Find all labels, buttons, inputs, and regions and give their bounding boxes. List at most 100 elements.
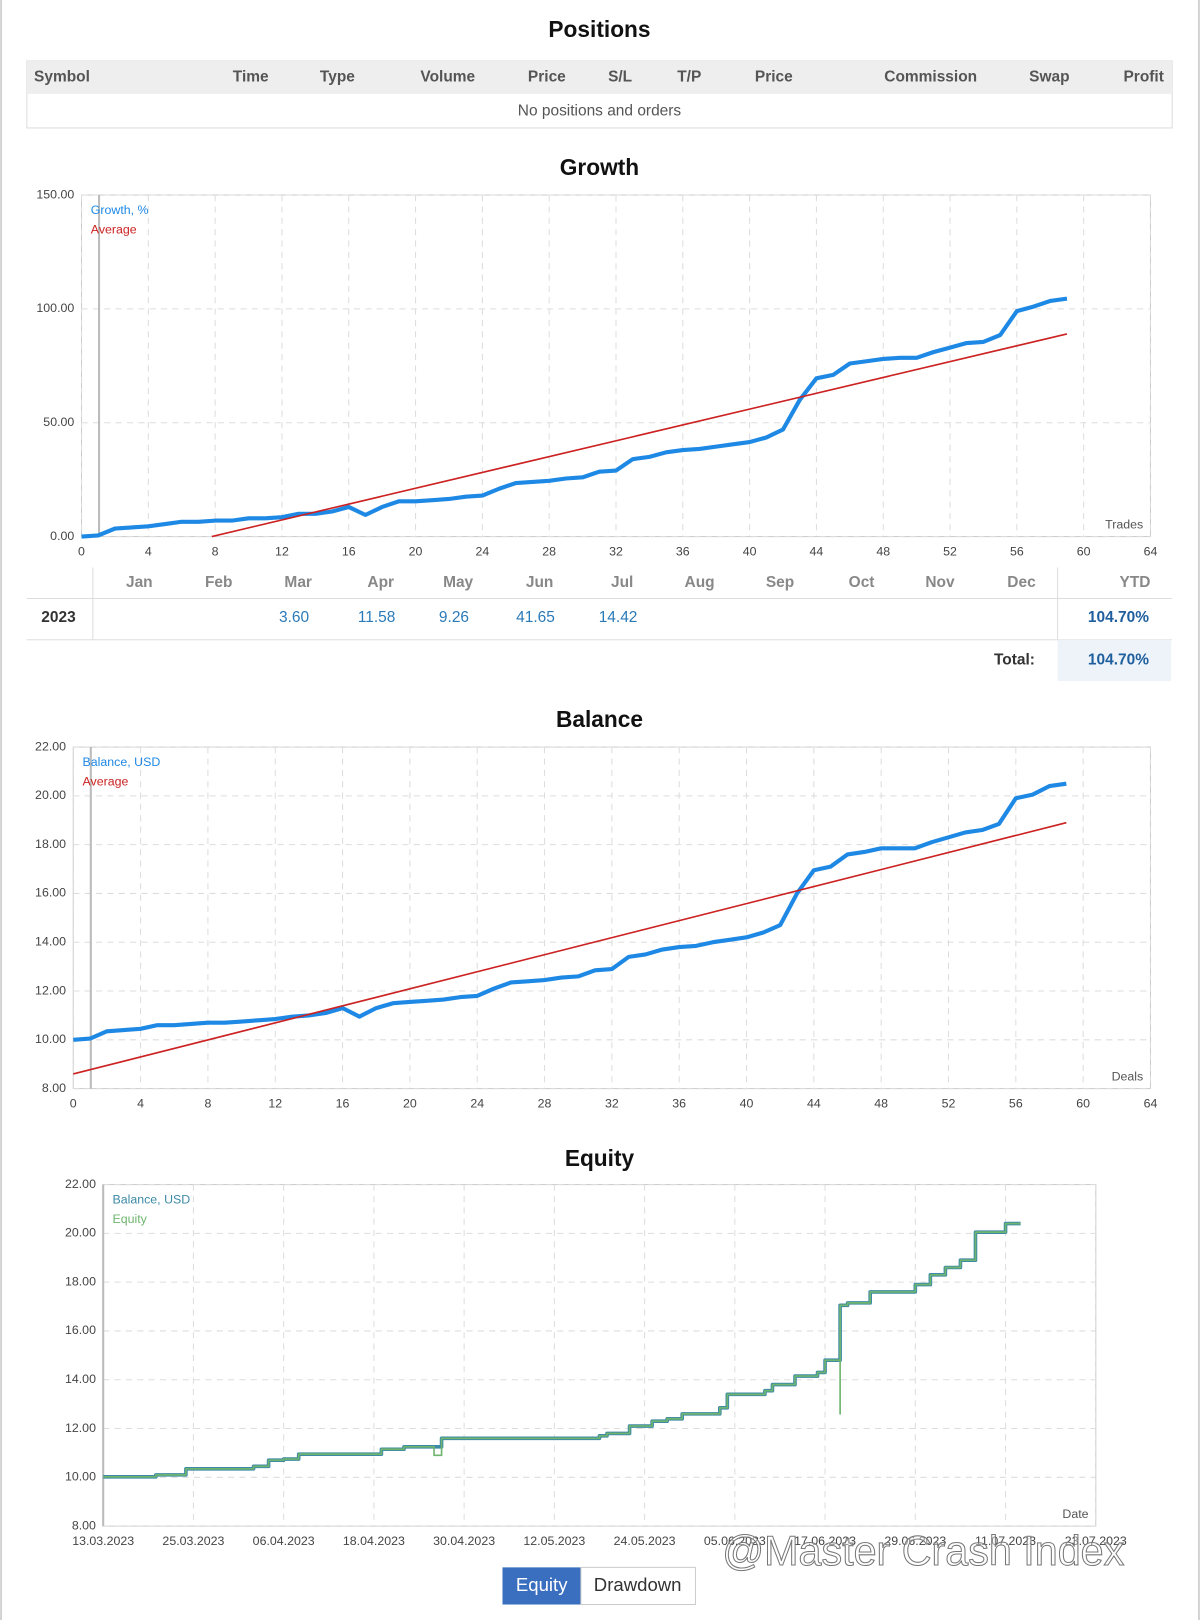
column-header: T/P <box>677 68 701 85</box>
column-header: Swap <box>1029 68 1069 85</box>
x-tick-label: 05.06.2023 <box>704 1534 766 1548</box>
x-tick-label: 64 <box>1144 1096 1158 1110</box>
y-tick-label: 0.00 <box>50 529 74 543</box>
x-tick-label: 17.06.2023 <box>794 1534 856 1548</box>
month-header: Sep <box>766 574 794 591</box>
month-header: Feb <box>205 574 233 591</box>
tab-label[interactable]: Drawdown <box>594 1574 682 1595</box>
x-tick-label: 32 <box>609 544 623 558</box>
total-value: 104.70% <box>1088 651 1149 668</box>
column-header: Commission <box>884 68 977 85</box>
legend-entry: Average <box>91 222 137 236</box>
month-growth: 9.26 <box>439 609 469 626</box>
column-header: Symbol <box>34 68 90 85</box>
x-tick-label: 0 <box>78 544 85 558</box>
x-tick-label: 12 <box>275 544 289 558</box>
x-tick-label: 44 <box>807 1096 821 1110</box>
x-tick-label: 29.06.2023 <box>884 1534 946 1548</box>
y-tick-label: 50.00 <box>43 415 74 429</box>
x-tick-label: 16 <box>342 544 356 558</box>
x-axis-label: Deals <box>1112 1070 1144 1084</box>
month-header: Aug <box>685 574 715 591</box>
month-growth: 3.60 <box>279 609 309 626</box>
legend-entry: Average <box>83 774 129 788</box>
column-header: Price <box>755 68 793 85</box>
x-tick-label: 0 <box>70 1096 77 1110</box>
x-tick-label: 48 <box>876 544 890 558</box>
x-tick-label: 60 <box>1076 1096 1090 1110</box>
y-tick-label: 150.00 <box>36 187 74 201</box>
series-line <box>103 1222 1021 1478</box>
x-tick-label: 60 <box>1077 544 1091 558</box>
tab-active[interactable] <box>502 1567 581 1605</box>
series-line <box>81 296 1068 539</box>
empty-message: No positions and orders <box>518 103 682 120</box>
tab-label[interactable]: Equity <box>516 1574 568 1595</box>
x-tick-label: 24.05.2023 <box>614 1534 676 1548</box>
series-line <box>73 781 1067 1042</box>
y-tick-label: 8.00 <box>42 1081 66 1095</box>
legend-entry: Balance, USD <box>83 755 161 769</box>
x-tick-label: 32 <box>605 1096 619 1110</box>
y-tick-label: 8.00 <box>72 1518 96 1532</box>
y-tick-label: 20.00 <box>65 1226 96 1240</box>
y-tick-label: 14.00 <box>65 1372 96 1386</box>
x-tick-label: 64 <box>1144 544 1158 558</box>
x-tick-label: 18.04.2023 <box>343 1534 405 1548</box>
column-header: Type <box>320 68 355 85</box>
x-tick-label: 25.03.2023 <box>162 1534 224 1548</box>
month-header: May <box>443 574 473 591</box>
x-tick-label: 12.05.2023 <box>523 1534 585 1548</box>
plot-frame <box>102 1184 1097 1527</box>
x-axis-label: Date <box>1062 1507 1088 1521</box>
tab[interactable] <box>580 1566 696 1606</box>
positions-header <box>26 60 1173 94</box>
x-tick-label: 56 <box>1009 1096 1023 1110</box>
y-tick-label: 18.00 <box>65 1274 96 1288</box>
month-growth: 11.58 <box>358 609 396 626</box>
column-header: Volume <box>420 68 475 85</box>
watermark: @Master Crash Index <box>722 1528 1124 1574</box>
y-tick-label: 12.00 <box>35 983 66 997</box>
series-line <box>211 333 1068 538</box>
column-header: Profit <box>1123 68 1163 85</box>
y-tick-label: 16.00 <box>65 1323 96 1337</box>
x-tick-label: 56 <box>1010 544 1024 558</box>
month-header: Nov <box>925 574 955 591</box>
y-tick-label: 12.00 <box>65 1421 96 1435</box>
x-tick-label: 20 <box>403 1096 417 1110</box>
month-header: Jan <box>126 574 153 591</box>
month-header: Jul <box>611 574 633 591</box>
x-tick-label: 11.07.2023 <box>975 1534 1036 1548</box>
x-tick-label: 24 <box>470 1096 484 1110</box>
column-header: Price <box>528 68 566 85</box>
x-tick-label: 40 <box>743 544 757 558</box>
year: 2023 <box>41 609 76 626</box>
y-tick-label: 20.00 <box>35 788 66 802</box>
x-tick-label: 4 <box>145 544 152 558</box>
y-tick-label: 10.00 <box>65 1470 96 1484</box>
ytd-header: YTD <box>1120 574 1151 591</box>
x-tick-label: 48 <box>874 1096 888 1110</box>
x-tick-label: 28 <box>538 1096 552 1110</box>
y-tick-label: 18.00 <box>35 837 66 851</box>
column-header: Time <box>233 68 269 85</box>
ytd-value: 104.70% <box>1088 609 1149 626</box>
y-tick-label: 100.00 <box>36 301 74 315</box>
total-cell <box>1057 639 1172 682</box>
y-tick-label: 16.00 <box>35 886 66 900</box>
x-tick-label: 36 <box>672 1096 686 1110</box>
legend-entry: Growth, % <box>91 203 149 217</box>
month-header: Mar <box>284 574 312 591</box>
legend-entry: Balance, USD <box>112 1192 190 1206</box>
month-header: Dec <box>1007 574 1036 591</box>
y-tick-label: 10.00 <box>35 1032 66 1046</box>
month-growth: 41.65 <box>516 609 555 626</box>
x-tick-label: 8 <box>212 544 219 558</box>
x-tick-label: 4 <box>137 1096 144 1110</box>
x-tick-label: 16 <box>336 1096 350 1110</box>
y-tick-label: 22.00 <box>65 1177 96 1191</box>
month-header: Oct <box>849 574 875 591</box>
x-tick-label: 12 <box>268 1096 282 1110</box>
